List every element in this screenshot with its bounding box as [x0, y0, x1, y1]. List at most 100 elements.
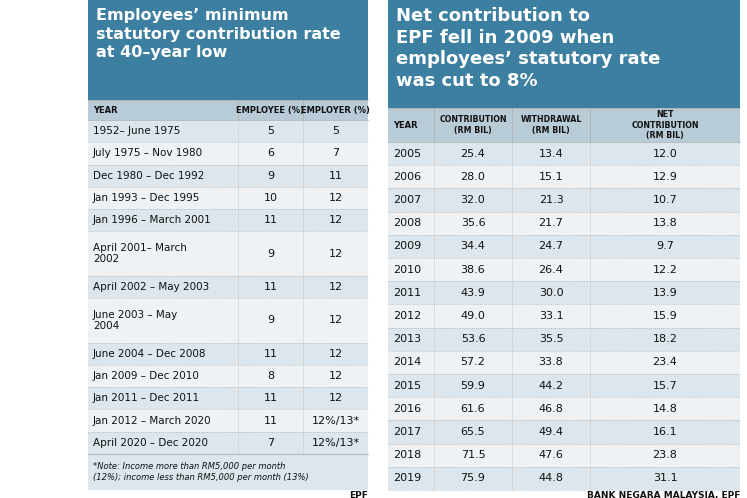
Text: WITHDRAWAL
(RM BIL): WITHDRAWAL (RM BIL) [521, 116, 582, 134]
Text: 75.9: 75.9 [461, 474, 486, 484]
Text: 2009: 2009 [393, 242, 421, 251]
Text: YEAR: YEAR [393, 121, 418, 129]
Bar [88, 164, 368, 187]
Text: 12.9: 12.9 [653, 172, 678, 182]
Text: 5: 5 [267, 126, 274, 136]
Text: Dec 1980 – Dec 1992: Dec 1980 – Dec 1992 [93, 171, 205, 181]
Text: 35.6: 35.6 [461, 218, 486, 228]
Text: 11: 11 [264, 282, 277, 292]
Text: 24.7: 24.7 [539, 242, 563, 251]
Text: 11: 11 [329, 171, 343, 181]
Text: *Note: Income more than RM5,000 per month
(12%); income less than RM5,000 per mo: *Note: Income more than RM5,000 per mont… [93, 462, 309, 482]
Text: 15.7: 15.7 [653, 380, 678, 390]
Text: 13.8: 13.8 [653, 218, 678, 228]
Text: 53.6: 53.6 [461, 334, 486, 344]
Text: 33.8: 33.8 [539, 358, 563, 368]
Text: 1952– June 1975: 1952– June 1975 [93, 126, 180, 136]
Text: BANK NEGARA MALAYSIA, EPF: BANK NEGARA MALAYSIA, EPF [586, 491, 740, 498]
Text: 2011: 2011 [393, 288, 421, 298]
Text: 2018: 2018 [393, 450, 421, 460]
Text: 12.0: 12.0 [653, 148, 678, 158]
Text: 2010: 2010 [393, 264, 421, 274]
Bar [388, 351, 740, 374]
Text: 31.1: 31.1 [653, 474, 678, 484]
Text: Jan 1993 – Dec 1995: Jan 1993 – Dec 1995 [93, 193, 200, 203]
Bar [388, 420, 740, 444]
Text: April 2001– March
2002: April 2001– March 2002 [93, 243, 187, 264]
Text: 12%/13*: 12%/13* [311, 416, 359, 426]
Text: 2015: 2015 [393, 380, 421, 390]
Text: 2019: 2019 [393, 474, 421, 484]
Text: 14.8: 14.8 [653, 404, 678, 414]
Bar [388, 108, 740, 142]
Text: 47.6: 47.6 [539, 450, 563, 460]
Bar [388, 0, 740, 108]
Text: CONTRIBUTION
(RM BIL): CONTRIBUTION (RM BIL) [439, 116, 506, 134]
Text: 32.0: 32.0 [461, 195, 486, 205]
Text: 8: 8 [267, 371, 274, 381]
Bar [88, 432, 368, 454]
Text: 12: 12 [329, 193, 343, 203]
Bar [88, 343, 368, 365]
Bar [88, 232, 368, 276]
Text: 23.8: 23.8 [653, 450, 678, 460]
Bar [388, 142, 740, 165]
Text: 2013: 2013 [393, 334, 421, 344]
Bar [388, 188, 740, 212]
Text: 2014: 2014 [393, 358, 421, 368]
Text: 9: 9 [267, 315, 274, 325]
Text: 12: 12 [329, 249, 343, 258]
Text: 2006: 2006 [393, 172, 421, 182]
Bar [88, 0, 368, 100]
Text: 13.9: 13.9 [653, 288, 678, 298]
Bar [88, 298, 368, 343]
Text: 49.4: 49.4 [539, 427, 563, 437]
Bar [88, 454, 368, 490]
Text: 71.5: 71.5 [461, 450, 486, 460]
Bar [388, 397, 740, 420]
Text: 2016: 2016 [393, 404, 421, 414]
Bar [88, 365, 368, 387]
Bar [88, 142, 368, 164]
Bar [88, 100, 368, 120]
Text: April 2020 – Dec 2020: April 2020 – Dec 2020 [93, 438, 208, 448]
Text: 49.0: 49.0 [461, 311, 486, 321]
Bar [388, 212, 740, 235]
Text: 9.7: 9.7 [656, 242, 674, 251]
Text: 28.0: 28.0 [461, 172, 486, 182]
Bar [388, 444, 740, 467]
Text: 5: 5 [332, 126, 339, 136]
Text: 26.4: 26.4 [539, 264, 563, 274]
Text: 12: 12 [329, 371, 343, 381]
Text: EMPLOYER (%): EMPLOYER (%) [301, 106, 370, 115]
Bar [388, 235, 740, 258]
Bar [88, 387, 368, 409]
Text: 2017: 2017 [393, 427, 421, 437]
Text: Jan 2009 – Dec 2010: Jan 2009 – Dec 2010 [93, 371, 200, 381]
Text: 2005: 2005 [393, 148, 421, 158]
Text: 7: 7 [267, 438, 274, 448]
Bar [388, 165, 740, 188]
Text: 2012: 2012 [393, 311, 421, 321]
Text: Jan 2011 – Dec 2011: Jan 2011 – Dec 2011 [93, 393, 200, 403]
Text: 11: 11 [264, 416, 277, 426]
Text: 11: 11 [264, 349, 277, 359]
Text: 9: 9 [267, 171, 274, 181]
Bar [388, 374, 740, 397]
Text: 46.8: 46.8 [539, 404, 563, 414]
Text: 13.4: 13.4 [539, 148, 563, 158]
Text: Net contribution to
EPF fell in 2009 when
employees’ statutory rate
was cut to 8: Net contribution to EPF fell in 2009 whe… [396, 7, 660, 90]
Bar [388, 467, 740, 490]
Text: 7: 7 [332, 148, 339, 158]
Text: 34.4: 34.4 [461, 242, 486, 251]
Bar [388, 328, 740, 351]
Bar [388, 304, 740, 328]
Text: 9: 9 [267, 249, 274, 258]
Text: 12.2: 12.2 [653, 264, 678, 274]
Bar [388, 258, 740, 281]
Text: NET
CONTRIBUTION
(RM BIL): NET CONTRIBUTION (RM BIL) [631, 110, 698, 140]
Text: 61.6: 61.6 [461, 404, 486, 414]
Text: July 1975 – Nov 1980: July 1975 – Nov 1980 [93, 148, 203, 158]
Text: 57.2: 57.2 [461, 358, 486, 368]
Text: 65.5: 65.5 [461, 427, 486, 437]
